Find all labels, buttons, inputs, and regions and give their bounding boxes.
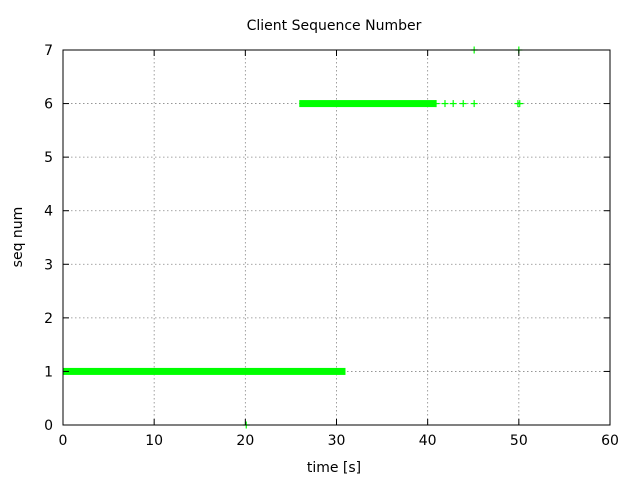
dense-run-marks — [299, 100, 437, 108]
x-tick-label: 20 — [236, 433, 254, 449]
y-tick-label: 4 — [44, 204, 53, 220]
dense-run-marks — [63, 367, 346, 375]
x-tick-label: 40 — [419, 433, 437, 449]
data-point — [459, 100, 467, 108]
x-tick-label: 30 — [328, 433, 346, 449]
y-tick-label: 5 — [44, 150, 53, 166]
x-tick-label: 50 — [510, 433, 528, 449]
data-point — [441, 100, 449, 108]
x-tick-label: 10 — [145, 433, 163, 449]
chart-title: Client Sequence Number — [247, 18, 422, 34]
data-point — [449, 100, 457, 108]
x-tick-label: 0 — [59, 433, 68, 449]
data-point — [432, 100, 440, 108]
y-tick-label: 0 — [44, 418, 53, 434]
y-tick-label: 3 — [44, 257, 53, 273]
data-point — [516, 100, 524, 108]
ticks: 0 10 20 30 40 50 60 0 1 2 3 4 5 6 7 — [44, 43, 619, 449]
y-tick-label: 7 — [44, 43, 53, 59]
y-tick-label: 1 — [44, 364, 53, 380]
y-axis-label: seq num — [10, 207, 26, 268]
y-tick-label: 6 — [44, 97, 53, 113]
x-tick-label: 60 — [601, 433, 619, 449]
x-axis-label: time [s] — [307, 460, 361, 476]
data-point — [470, 100, 478, 108]
y-tick-label: 2 — [44, 311, 53, 327]
